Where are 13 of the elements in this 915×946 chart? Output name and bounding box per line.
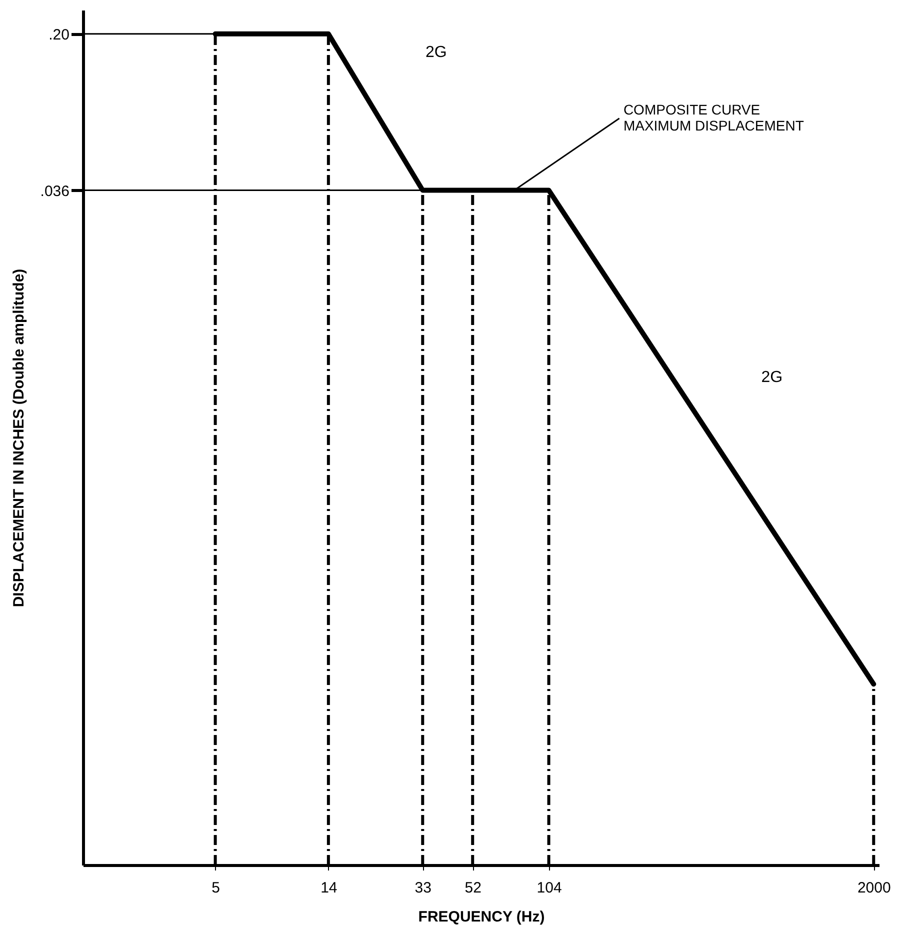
y-axis-title: DISPLACEMENT IN INCHES (Double amplitude) [10, 268, 28, 608]
annotation: 2G [426, 44, 447, 62]
x-tick-label: 104 [536, 880, 562, 896]
x-tick-label: 33 [414, 880, 432, 896]
y-tick-label: .036 [40, 182, 70, 200]
annotation: 2G [761, 369, 783, 386]
x-tick-label: 2000 [857, 880, 891, 896]
x-tick-label: 52 [464, 880, 482, 896]
y-tick-label: .20 [48, 26, 70, 44]
x-axis-title: FREQUENCY (Hz) [418, 908, 545, 926]
annotation: COMPOSITE CURVE MAXIMUM DISPLACEMENT [623, 101, 804, 134]
x-tick-label: 14 [320, 880, 338, 896]
x-tick-label: 5 [212, 880, 220, 896]
